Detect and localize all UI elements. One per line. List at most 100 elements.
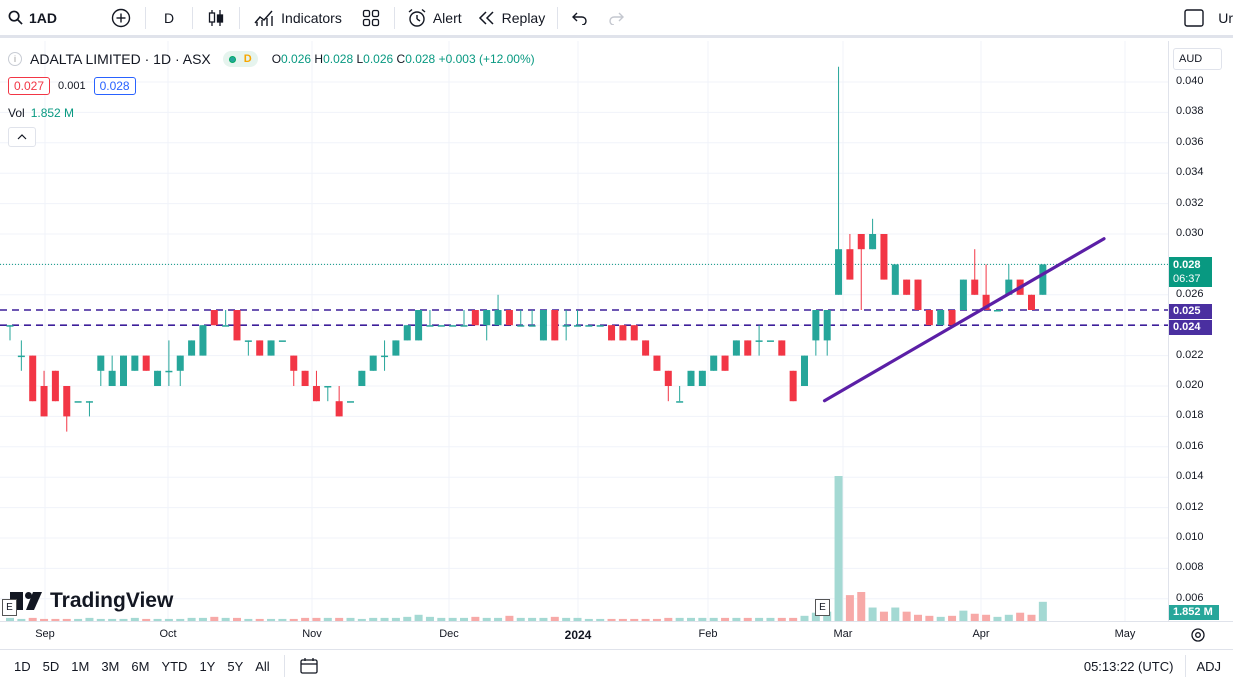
layout-name-label: Ur [1218,9,1233,26]
range-1d[interactable]: 1D [14,658,31,674]
adjust-button[interactable]: ADJ [1196,658,1221,674]
volume-tag: 1.852 M [1169,605,1219,620]
ask-button[interactable]: 0.028 [93,77,136,95]
volume-bar [891,607,900,621]
price-tick-label: 0.014 [1176,470,1204,483]
range-6m[interactable]: 6M [131,658,150,674]
low-value: 0.026 [363,52,394,66]
candle-body [301,370,309,386]
candle-body [676,401,684,403]
volume-bar [380,617,389,621]
bid-button[interactable]: 0.027 [8,77,51,95]
toolbar-divider [557,6,559,29]
candle-body [335,401,343,417]
candle-body [891,264,899,295]
market-status-badge[interactable]: D [222,51,258,67]
price-tick-label: 0.026 [1176,287,1204,300]
candle-body [108,370,116,386]
volume-bar [28,617,37,621]
unnamed-layout-button[interactable]: Ur [1180,0,1233,37]
last-price-value: 0.028 [1173,259,1201,271]
range-1y[interactable]: 1Y [199,658,216,674]
range-all[interactable]: All [255,658,270,674]
interval-button[interactable]: D [150,0,188,37]
volume-bar [516,617,525,621]
candle-body [210,310,218,326]
volume-bar [346,617,355,621]
date-range-button[interactable] [293,657,325,675]
candle-body [517,325,525,327]
time-axis[interactable]: Sep Oct Nov Dec 2024 Feb Mar Apr May [0,621,1233,649]
range-3m[interactable]: 3M [101,658,120,674]
volume-bar [289,618,298,621]
volume-bar [312,617,321,621]
candle-body [823,310,831,341]
volume-bar [721,617,730,621]
add-circle-icon [111,8,131,27]
price-tick-label: 0.008 [1176,561,1204,574]
range-1m[interactable]: 1M [71,658,90,674]
indicators-button[interactable]: Indicators [244,0,352,37]
price-tick-label: 0.010 [1176,531,1204,543]
currency-selector[interactable]: AUD [1173,48,1222,70]
chart-pane[interactable] [0,41,1168,621]
redo-icon [609,12,625,25]
price-tick-label: 0.034 [1176,166,1204,179]
candle-body [710,355,718,371]
undo-button[interactable] [562,0,598,37]
chart-type-button[interactable] [197,0,235,37]
compare-button[interactable] [105,0,137,37]
range-5y[interactable]: 5Y [227,658,244,674]
volume-bar [494,617,503,621]
utc-clock[interactable]: 05:13:22 (UTC) [1083,658,1174,674]
layouts-button[interactable] [352,0,390,37]
alarm-clock-icon [408,8,426,27]
calendar-icon [300,658,318,674]
event-marker[interactable]: E [815,599,830,616]
symbol-logo-icon: i [8,52,22,66]
volume-bar [687,617,695,621]
tradingview-watermark: TradingView [10,589,173,613]
legend-title[interactable]: ADALTA LIMITED · 1D · ASX [30,51,211,67]
candle-body [789,370,797,402]
candle-body [449,325,457,327]
price-tick-label: 0.020 [1176,379,1204,391]
candle-body [74,401,82,403]
toolbar-divider [239,6,241,29]
volume-bar [153,618,162,621]
range-5d[interactable]: 5D [42,658,60,674]
price-tick-label: 0.040 [1176,75,1204,87]
collapse-row [8,126,535,148]
range-ytd[interactable]: YTD [161,658,188,674]
event-marker[interactable]: E [2,599,17,616]
currency-label: AUD [1179,53,1203,65]
candle-body [188,340,196,356]
alert-button[interactable]: Alert [399,0,470,37]
collapse-legend-button[interactable] [8,127,36,147]
volume-tag-value: 1.852 M [1173,606,1213,618]
watermark-text: TradingView [50,589,174,612]
price-chart[interactable] [0,41,1168,621]
volume-bar [936,616,945,621]
volume-bar [948,615,957,621]
candle-body [120,355,127,386]
candle-body [403,325,411,341]
volume-bar [630,618,639,621]
candle-body [993,310,1001,312]
symbol-search-button[interactable]: 1AD [0,0,63,37]
settings-gear-button[interactable] [1190,627,1206,648]
close-value: 0.028 [405,52,436,66]
candle-body [494,310,502,326]
volume-bar [233,617,241,621]
candle-body [165,370,173,373]
candle-body [369,355,377,371]
price-tick-label: 0.032 [1176,196,1204,209]
redo-button[interactable] [598,0,634,37]
volume-bar [641,618,650,621]
bar-countdown: 06:37 [1173,273,1201,285]
bottom-toolbar: 1D 5D 1M 3M 6M YTD 1Y 5Y All 05:13:22 (U… [0,649,1233,682]
replay-button[interactable]: Replay [470,0,554,37]
bid-ask-row: 0.027 0.001 0.028 [8,75,535,97]
volume-bar [96,618,105,621]
candle-body [971,279,979,295]
